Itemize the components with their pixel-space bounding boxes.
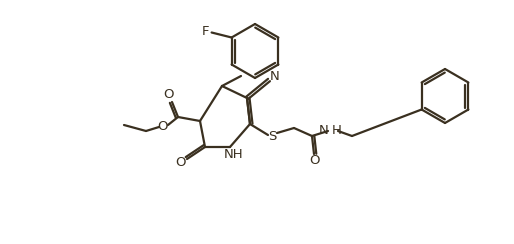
Text: O: O [175,155,185,169]
Text: O: O [163,89,173,102]
Text: NH: NH [224,149,244,162]
Text: S: S [268,130,276,142]
Text: N: N [270,70,280,82]
Text: O: O [310,154,320,167]
Text: O: O [157,120,167,132]
Text: N: N [318,123,328,136]
Text: F: F [202,25,209,38]
Text: H: H [332,123,342,136]
